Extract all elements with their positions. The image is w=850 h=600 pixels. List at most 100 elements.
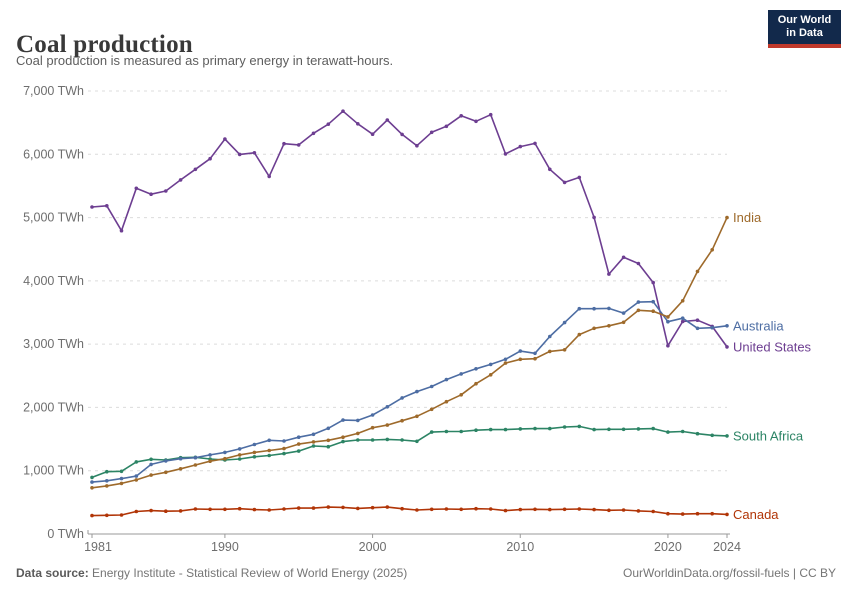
data-point — [252, 450, 257, 455]
data-point — [252, 455, 257, 459]
data-point — [282, 446, 286, 451]
data-point — [208, 156, 212, 161]
data-point — [518, 427, 523, 431]
data-point — [607, 324, 611, 328]
page-title: Coal production — [16, 30, 193, 58]
data-point — [252, 151, 257, 155]
data-point — [149, 462, 153, 467]
data-point — [459, 114, 464, 118]
data-point — [149, 192, 153, 196]
data-point — [577, 507, 582, 511]
data-point — [533, 426, 537, 431]
data-point — [488, 362, 493, 367]
series-label-south-africa: South Africa — [733, 428, 804, 443]
data-point — [311, 432, 316, 437]
data-point — [518, 507, 523, 512]
data-point — [370, 425, 375, 430]
data-point — [282, 451, 286, 456]
data-point — [503, 427, 508, 432]
line-united-states — [91, 110, 728, 348]
data-point — [119, 228, 124, 233]
data-point — [548, 426, 552, 431]
data-point — [651, 426, 655, 431]
data-point — [134, 186, 139, 191]
data-point — [193, 463, 198, 467]
data-point — [695, 431, 700, 436]
x-axis-tick-label: 1990 — [211, 540, 239, 554]
data-point — [415, 508, 419, 512]
data-point — [267, 453, 272, 458]
data-point — [208, 507, 212, 512]
data-point — [341, 505, 345, 510]
data-point — [503, 508, 508, 513]
data-point — [356, 438, 360, 442]
data-point — [725, 512, 729, 517]
data-point — [164, 189, 168, 193]
line-canada — [91, 506, 728, 517]
data-point — [474, 381, 478, 386]
data-point — [474, 428, 478, 433]
data-point — [267, 174, 272, 179]
data-point — [680, 316, 685, 321]
data-point — [370, 413, 375, 417]
data-point — [636, 261, 641, 266]
logo-line2: in Data — [786, 27, 823, 39]
data-point — [488, 112, 493, 117]
data-point — [105, 484, 109, 488]
data-point — [680, 299, 685, 303]
data-point — [237, 152, 242, 157]
data-point — [548, 167, 552, 172]
data-point — [429, 430, 434, 434]
data-point — [105, 513, 109, 518]
data-point — [105, 204, 109, 208]
data-point — [680, 512, 685, 516]
data-point — [296, 442, 301, 446]
owid-url-link[interactable]: OurWorldinData.org/fossil-fuels | CC BY — [623, 566, 836, 580]
data-point — [459, 393, 464, 397]
y-axis-tick-label: 4,000 TWh — [23, 274, 84, 288]
data-point — [105, 479, 109, 483]
data-point — [149, 457, 153, 462]
data-point — [164, 470, 168, 475]
data-point — [311, 131, 316, 136]
data-point — [444, 507, 449, 511]
data-point — [252, 507, 257, 512]
data-point — [385, 405, 390, 409]
data-point — [119, 513, 124, 517]
data-point — [695, 269, 700, 274]
data-point — [282, 507, 286, 511]
y-axis-tick-label: 7,000 TWh — [23, 84, 84, 98]
data-point — [296, 449, 301, 453]
data-point — [356, 418, 360, 423]
data-point — [385, 118, 390, 122]
data-point — [666, 319, 670, 324]
data-point — [282, 439, 286, 443]
data-point — [651, 299, 655, 304]
data-point — [459, 372, 464, 376]
data-point — [296, 506, 301, 510]
data-point — [621, 508, 626, 512]
line-south-africa — [91, 425, 728, 479]
data-point — [429, 407, 434, 412]
data-point — [607, 306, 611, 311]
chart-subtitle: Coal production is measured as primary e… — [16, 53, 394, 68]
series-label-india: India — [733, 210, 762, 225]
data-point — [725, 345, 729, 349]
data-point — [119, 481, 124, 486]
data-point — [311, 444, 316, 448]
data-point — [592, 326, 596, 331]
data-point — [710, 325, 714, 330]
y-axis-tick-label: 1,000 TWh — [23, 464, 84, 478]
data-point — [444, 429, 449, 434]
series-label-australia: Australia — [733, 318, 784, 333]
data-point — [518, 357, 523, 362]
data-point — [474, 367, 478, 371]
data-point — [223, 507, 227, 512]
logo-line1: Our World — [777, 14, 832, 26]
data-point — [400, 396, 404, 400]
data-point — [356, 122, 360, 126]
data-point — [592, 215, 596, 220]
data-point — [533, 507, 537, 512]
data-point — [90, 513, 94, 518]
data-point — [651, 509, 655, 514]
